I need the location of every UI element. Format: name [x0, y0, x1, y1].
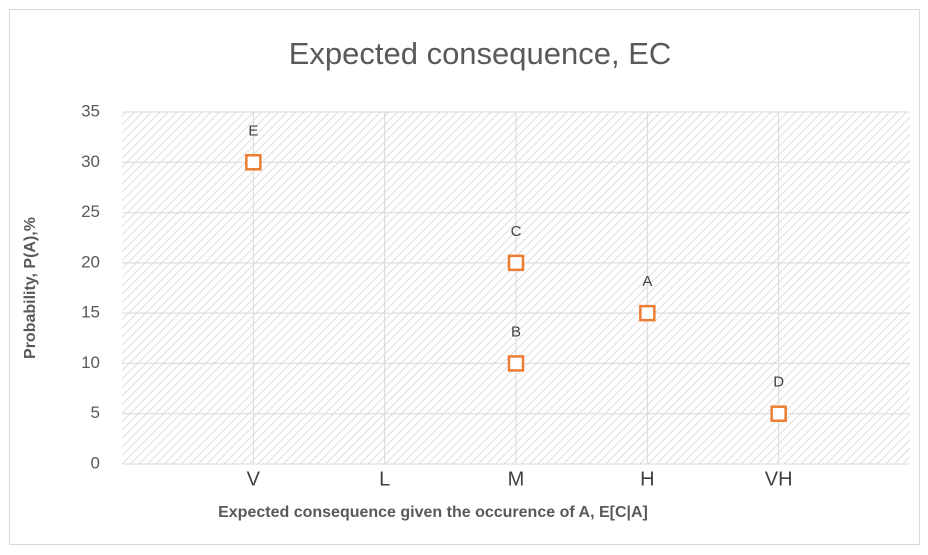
y-tick-label: 20 [81, 252, 100, 271]
x-tick-label: V [247, 468, 261, 490]
x-tick-label: L [379, 468, 390, 490]
y-tick-label: 35 [81, 101, 100, 120]
chart-title: Expected consequence, EC [289, 36, 672, 71]
y-axis-label: Probability, P(A),% [22, 217, 39, 359]
x-tick-label: VH [765, 468, 793, 490]
point-label: D [773, 374, 784, 391]
marker [639, 304, 656, 322]
y-tick-label: 25 [81, 202, 100, 221]
point-label: C [511, 223, 522, 240]
y-tick-label: 5 [91, 403, 100, 422]
marker [245, 154, 262, 171]
point-label: A [642, 273, 652, 290]
point-label: E [248, 122, 258, 139]
x-tick-label: M [508, 468, 525, 490]
y-tick-label: 15 [81, 303, 100, 322]
marker [770, 405, 787, 422]
y-tick-label: 0 [91, 453, 100, 472]
marker [507, 355, 525, 372]
y-tick-label: 10 [81, 353, 100, 372]
x-tick-label: H [640, 468, 654, 490]
y-tick-label: 30 [81, 152, 100, 171]
x-axis-label: Expected consequence given the occurence… [218, 504, 648, 521]
marker [507, 254, 525, 272]
point-label: B [511, 323, 521, 340]
